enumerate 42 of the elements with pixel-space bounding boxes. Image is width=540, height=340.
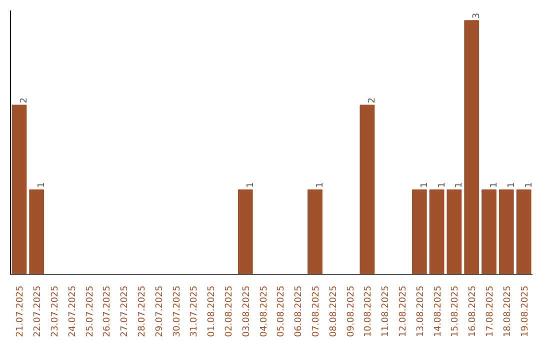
data-label: 1 (454, 182, 465, 188)
x-tick-label: 02.08.2025 (224, 286, 234, 338)
data-label: 1 (490, 182, 500, 188)
x-tick-label: 12.08.2025 (398, 286, 408, 338)
x-tick-label: 13.08.2025 (416, 286, 426, 338)
x-tick-label: 21.07.2025 (16, 286, 26, 338)
x-tick-label: 17.08.2025 (486, 286, 496, 338)
data-label: 2 (368, 98, 378, 104)
data-label: 3 (472, 12, 482, 19)
x-tick-label: 10.08.2025 (364, 286, 374, 338)
data-label: 1 (246, 182, 256, 188)
x-tick-label: 29.07.2025 (154, 286, 165, 338)
x-tick-label: 27.07.2025 (120, 286, 130, 338)
x-tick-label: 06.08.2025 (294, 286, 304, 338)
x-tick-label: 18.08.2025 (502, 286, 513, 338)
x-tick-label: 08.08.2025 (328, 286, 339, 338)
x-tick-label: 14.08.2025 (433, 286, 444, 338)
x-tick-label: 04.08.2025 (259, 286, 270, 338)
x-tick-label: 25.07.2025 (85, 286, 96, 338)
data-label: 1 (37, 182, 48, 188)
x-tick-label: 01.08.2025 (207, 286, 218, 338)
x-tick-label: 26.07.2025 (102, 286, 113, 338)
data-label: 1 (524, 182, 534, 188)
x-tick-label: 30.07.2025 (172, 286, 182, 338)
x-tick-label: 28.07.2025 (138, 286, 148, 338)
x-tick-label: 24.07.2025 (68, 286, 78, 338)
data-label: 1 (316, 182, 326, 188)
x-tick-label: 19.08.2025 (520, 286, 530, 338)
x-tick-label: 22.07.2025 (33, 286, 44, 338)
x-tick-label: 23.07.2025 (50, 286, 60, 338)
data-label: 1 (420, 182, 430, 188)
data-label: 2 (20, 98, 30, 104)
x-tick-label: 05.08.2025 (276, 286, 287, 338)
x-tick-label: 16.08.2025 (468, 286, 478, 338)
x-tick-label: 31.07.2025 (190, 286, 200, 338)
x-tick-label: 07.08.2025 (312, 286, 322, 338)
x-tick-label: 15.08.2025 (450, 286, 461, 338)
data-label: 1 (437, 182, 448, 188)
data-label: 1 (506, 182, 517, 188)
x-tick-label: 09.08.2025 (346, 286, 356, 338)
x-tick-label: 11.08.2025 (381, 286, 392, 338)
x-tick-label: 03.08.2025 (242, 286, 252, 338)
